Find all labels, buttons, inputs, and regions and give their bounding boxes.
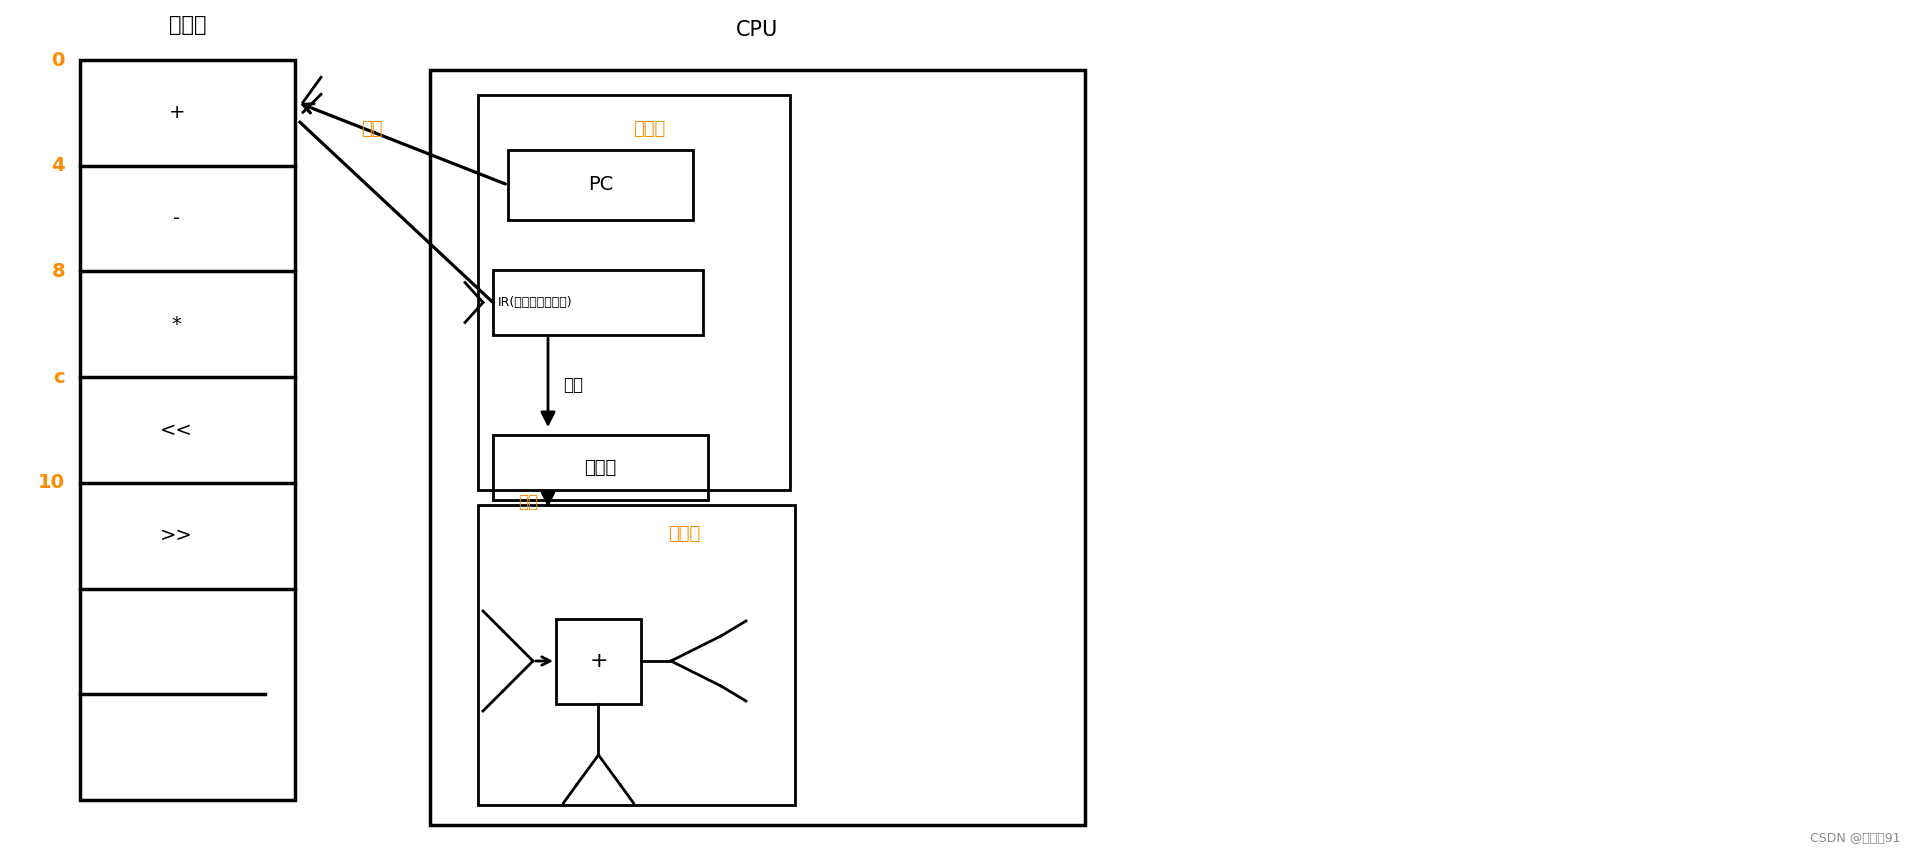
Text: 运算器: 运算器 — [667, 525, 700, 543]
Text: >>: >> — [160, 527, 192, 546]
Text: 4: 4 — [52, 156, 65, 175]
Text: 控制器: 控制器 — [633, 120, 665, 138]
Text: +: + — [588, 651, 608, 671]
Text: CPU: CPU — [737, 20, 779, 40]
Text: 取址: 取址 — [362, 120, 383, 138]
Bar — [81, 60, 294, 800]
Text: 执行: 执行 — [517, 494, 538, 512]
Text: 译码器: 译码器 — [585, 458, 617, 476]
Bar — [479, 505, 794, 805]
Text: PC: PC — [588, 176, 613, 195]
Text: 10: 10 — [38, 474, 65, 493]
Text: 0: 0 — [52, 50, 65, 69]
Text: 译码: 译码 — [563, 376, 583, 394]
Text: CSDN @夏威夷91: CSDN @夏威夷91 — [1810, 832, 1900, 845]
Text: -: - — [173, 209, 181, 228]
Bar — [492, 435, 708, 500]
Text: <<: << — [160, 421, 192, 440]
Text: 存储器: 存储器 — [169, 15, 206, 35]
Bar — [431, 70, 1085, 825]
Text: *: * — [171, 314, 181, 333]
Text: 8: 8 — [52, 262, 65, 281]
Bar — [556, 618, 640, 703]
Text: c: c — [54, 368, 65, 386]
Text: +: + — [169, 103, 185, 122]
Bar — [479, 95, 790, 490]
Bar — [508, 150, 692, 220]
Text: IR(指令暂存寄存器): IR(指令暂存寄存器) — [498, 296, 573, 309]
Bar — [492, 270, 704, 335]
